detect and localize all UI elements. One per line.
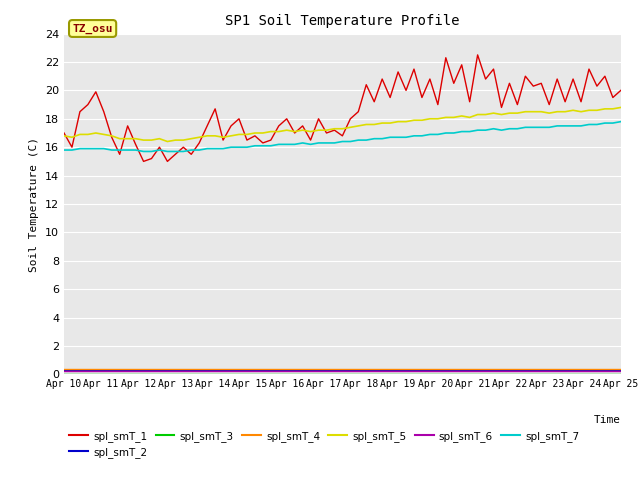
spl_smT_1 <box>474 52 481 58</box>
Text: TZ_osu: TZ_osu <box>72 24 113 34</box>
spl_smT_6 <box>60 368 68 374</box>
spl_smT_5 <box>60 133 68 139</box>
spl_smT_7 <box>76 146 84 152</box>
spl_smT_6 <box>394 368 402 374</box>
spl_smT_7 <box>60 147 68 153</box>
spl_smT_6 <box>331 368 339 374</box>
spl_smT_4 <box>331 367 339 372</box>
spl_smT_1 <box>402 87 410 93</box>
spl_smT_2 <box>76 367 84 373</box>
Line: spl_smT_5: spl_smT_5 <box>64 108 621 142</box>
spl_smT_2 <box>220 367 227 373</box>
Y-axis label: Soil Temperature (C): Soil Temperature (C) <box>29 136 39 272</box>
spl_smT_2 <box>267 367 275 373</box>
spl_smT_5 <box>76 132 84 137</box>
spl_smT_1 <box>76 109 84 115</box>
spl_smT_1 <box>140 158 147 164</box>
spl_smT_3 <box>617 371 625 377</box>
spl_smT_7 <box>617 119 625 124</box>
spl_smT_5 <box>617 105 625 110</box>
spl_smT_3 <box>394 371 402 377</box>
spl_smT_5 <box>227 133 235 139</box>
spl_smT_1 <box>148 156 156 161</box>
spl_smT_4 <box>617 367 625 372</box>
spl_smT_3 <box>331 371 339 377</box>
spl_smT_6 <box>617 368 625 374</box>
spl_smT_4 <box>267 367 275 372</box>
spl_smT_1 <box>601 73 609 79</box>
spl_smT_1 <box>577 99 585 105</box>
spl_smT_5 <box>402 119 410 124</box>
spl_smT_4 <box>76 367 84 372</box>
spl_smT_3 <box>220 371 227 377</box>
spl_smT_7 <box>339 139 346 144</box>
spl_smT_6 <box>220 368 227 374</box>
Text: Time: Time <box>594 415 621 425</box>
spl_smT_4 <box>394 367 402 372</box>
spl_smT_2 <box>585 367 593 373</box>
spl_smT_4 <box>220 367 227 372</box>
spl_smT_3 <box>585 371 593 377</box>
Title: SP1 Soil Temperature Profile: SP1 Soil Temperature Profile <box>225 14 460 28</box>
Line: spl_smT_7: spl_smT_7 <box>64 121 621 152</box>
spl_smT_1 <box>339 133 346 139</box>
spl_smT_7 <box>227 144 235 150</box>
spl_smT_1 <box>617 87 625 93</box>
spl_smT_7 <box>593 121 601 127</box>
spl_smT_3 <box>267 371 275 377</box>
spl_smT_2 <box>394 367 402 373</box>
spl_smT_7 <box>140 149 147 155</box>
Legend: spl_smT_1, spl_smT_2, spl_smT_3, spl_smT_4, spl_smT_5, spl_smT_6, spl_smT_7: spl_smT_1, spl_smT_2, spl_smT_3, spl_smT… <box>69 431 579 458</box>
spl_smT_5 <box>593 108 601 113</box>
spl_smT_6 <box>267 368 275 374</box>
spl_smT_2 <box>617 367 625 373</box>
spl_smT_6 <box>585 368 593 374</box>
spl_smT_3 <box>60 371 68 377</box>
spl_smT_3 <box>76 371 84 377</box>
spl_smT_5 <box>339 126 346 132</box>
spl_smT_5 <box>490 110 497 116</box>
spl_smT_2 <box>60 367 68 373</box>
Line: spl_smT_1: spl_smT_1 <box>64 55 621 161</box>
spl_smT_5 <box>164 139 172 144</box>
spl_smT_7 <box>402 134 410 140</box>
spl_smT_7 <box>490 126 497 132</box>
spl_smT_4 <box>585 367 593 372</box>
spl_smT_2 <box>331 367 339 373</box>
spl_smT_6 <box>76 368 84 374</box>
spl_smT_4 <box>60 367 68 372</box>
spl_smT_1 <box>60 130 68 136</box>
